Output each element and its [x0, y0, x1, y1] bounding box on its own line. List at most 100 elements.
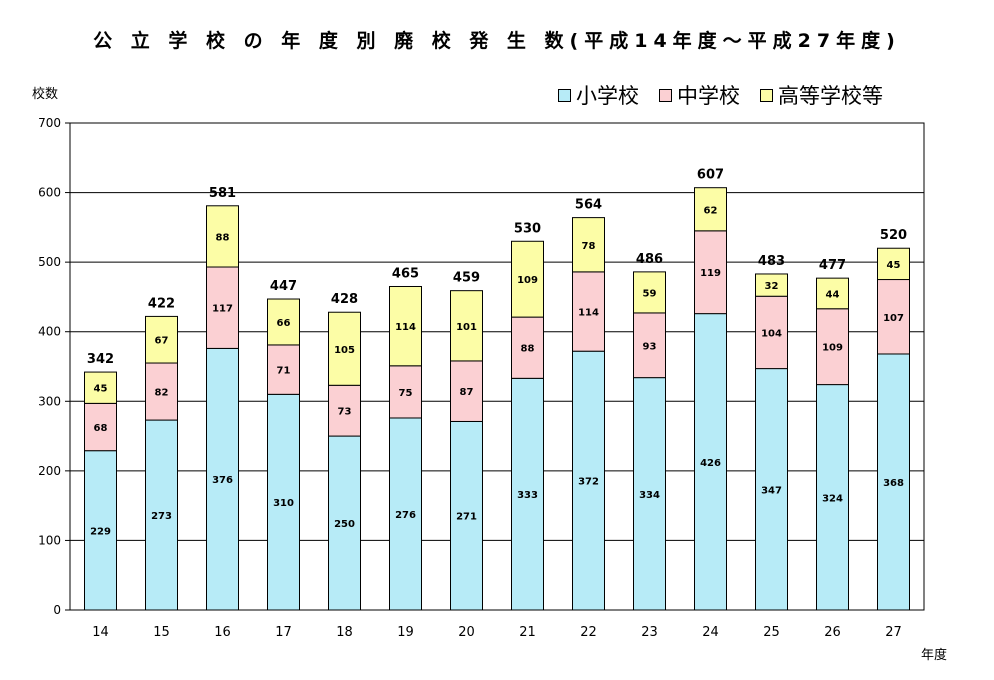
bar-segment: [145, 315, 178, 364]
bar-value-label: 333: [517, 490, 538, 501]
legend-label-elementary: 小学校: [576, 84, 639, 108]
x-tick-label: 26: [824, 625, 841, 640]
bar-total-label: 581: [209, 186, 236, 201]
bar-value-label: 310: [273, 498, 294, 509]
bar-value-label: 75: [399, 388, 413, 399]
bar-segment: [877, 247, 910, 281]
bar-segment: [572, 350, 605, 611]
bar-segment: [755, 295, 788, 370]
bar-value-label: 104: [761, 328, 782, 339]
x-tick-label: 25: [763, 625, 780, 640]
bar-segment: [633, 271, 666, 314]
bar-segment: [328, 384, 361, 437]
bar-value-label: 101: [456, 322, 477, 333]
bar-value-label: 109: [517, 275, 538, 286]
bar-value-label: 119: [700, 268, 721, 279]
bar-total-label: 422: [148, 296, 175, 311]
bar-value-label: 78: [582, 241, 596, 252]
x-tick-label: 19: [397, 625, 414, 640]
bar-value-label: 62: [704, 205, 718, 216]
bar-value-label: 66: [277, 318, 291, 329]
legend-item-junior-high: 中学校: [659, 80, 740, 110]
bar-segment: [206, 347, 239, 611]
bar-segment: [389, 365, 422, 419]
bar-segment: [572, 271, 605, 352]
y-tick-label: 200: [38, 464, 61, 478]
bar-value-label: 45: [94, 384, 108, 395]
y-tick-label: 0: [53, 603, 61, 617]
bar-value-label: 105: [334, 345, 355, 356]
bar-total-label: 477: [819, 258, 846, 273]
bar-value-label: 88: [521, 344, 535, 355]
legend-label-junior-high: 中学校: [677, 84, 740, 108]
bar-value-label: 426: [700, 458, 721, 469]
bar-segment: [755, 368, 788, 611]
bar-segment: [267, 298, 300, 346]
bar-segment: [450, 290, 483, 362]
bar-segment: [267, 393, 300, 611]
bar-total-label: 465: [392, 266, 419, 281]
x-axis-label: 年度: [921, 648, 948, 663]
y-tick-label: 300: [38, 394, 61, 408]
y-axis-label: 校数: [32, 87, 59, 102]
legend-label-high-school: 高等学校等: [778, 84, 883, 108]
y-tick-label: 700: [38, 116, 61, 130]
bar-value-label: 87: [460, 387, 474, 398]
bar-total-label: 530: [514, 221, 541, 236]
bar-value-label: 372: [578, 477, 599, 488]
x-tick-label: 27: [885, 625, 902, 640]
bar-segment: [450, 420, 483, 611]
bar-value-label: 82: [155, 388, 169, 399]
bar-total-label: 564: [575, 198, 602, 213]
bar-total-label: 607: [697, 168, 724, 183]
bar-value-label: 117: [212, 304, 233, 315]
bar-value-label: 376: [212, 475, 233, 486]
x-tick-label: 14: [92, 625, 109, 640]
bar-value-label: 250: [334, 519, 355, 530]
bar-value-label: 107: [883, 313, 904, 324]
bar-value-label: 67: [155, 336, 169, 347]
bar-segment: [145, 419, 178, 611]
bar-value-label: 59: [643, 288, 657, 299]
bar-segment: [389, 417, 422, 611]
bar-segment: [328, 435, 361, 611]
x-tick-label: 17: [275, 625, 292, 640]
legend-item-high-school: 高等学校等: [760, 80, 883, 110]
bar-segment: [328, 311, 361, 386]
bar-total-label: 483: [758, 254, 785, 269]
bar-segment: [877, 353, 910, 611]
bar-segment: [755, 273, 788, 297]
bar-segment: [694, 230, 727, 315]
bar-value-label: 271: [456, 512, 477, 523]
chart-title: 公 立 学 校 の 年 度 別 廃 校 発 生 数(平成14年度～平成27年度): [93, 30, 901, 52]
y-tick-label: 600: [38, 186, 61, 200]
x-tick-label: 15: [153, 625, 170, 640]
y-tick-label: 400: [38, 325, 61, 339]
x-tick-label: 20: [458, 625, 475, 640]
bar-value-label: 88: [216, 232, 230, 243]
bar-value-label: 324: [822, 493, 843, 504]
bar-total-label: 486: [636, 252, 663, 267]
bar-segment: [633, 312, 666, 379]
bar-value-label: 334: [639, 490, 660, 501]
bar-value-label: 273: [151, 511, 172, 522]
bar-value-label: 68: [94, 423, 108, 434]
legend-item-elementary: 小学校: [558, 80, 639, 110]
bar-value-label: 32: [765, 281, 779, 292]
x-tick-label: 22: [580, 625, 597, 640]
bar-total-label: 459: [453, 271, 480, 286]
legend-swatch-elementary: [558, 88, 571, 102]
bar-segment: [877, 279, 910, 355]
x-tick-label: 24: [702, 625, 719, 640]
bar-value-label: 109: [822, 343, 843, 354]
bar-segment: [816, 277, 849, 310]
bar-segment: [206, 205, 239, 268]
legend-swatch-high-school: [760, 88, 773, 102]
bar-segment: [511, 240, 544, 318]
bar-value-label: 44: [826, 289, 840, 300]
bar-value-label: 368: [883, 478, 904, 489]
legend: 小学校 中学校 高等学校等: [558, 80, 903, 110]
bar-value-label: 276: [395, 510, 416, 521]
legend-swatch-junior-high: [659, 88, 672, 102]
